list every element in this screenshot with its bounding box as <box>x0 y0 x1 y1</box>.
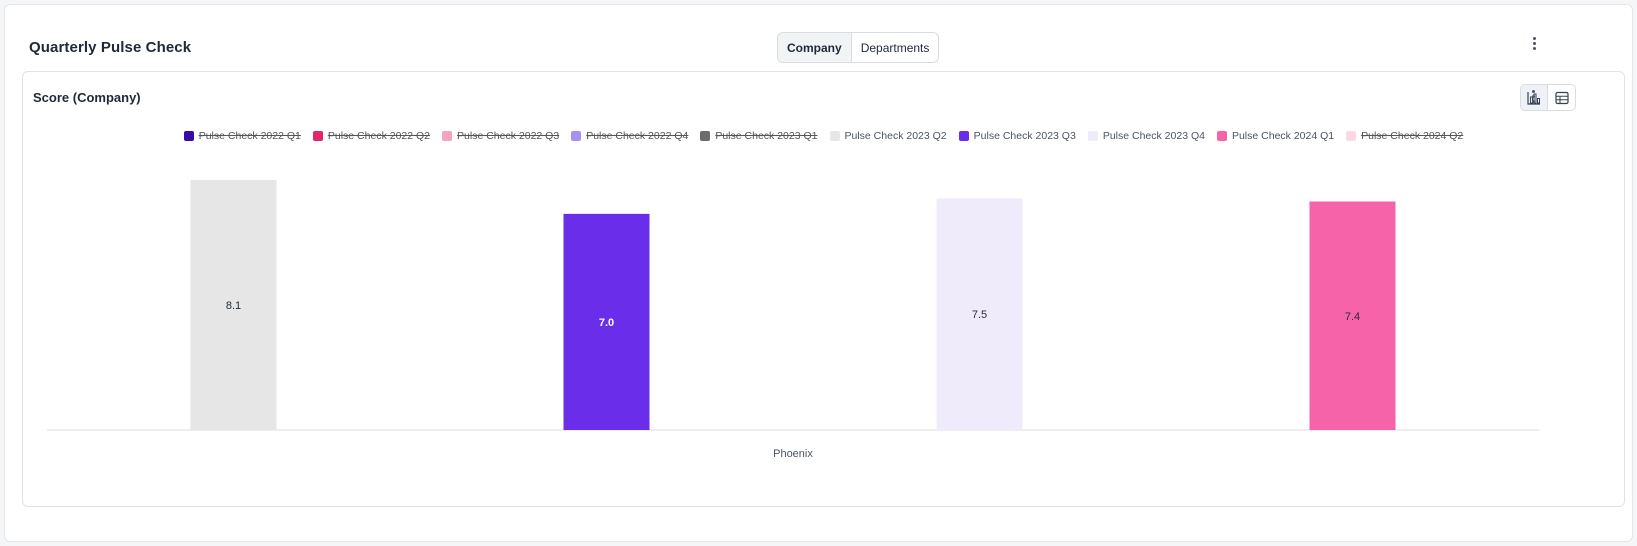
table-view-button[interactable] <box>1548 85 1575 110</box>
legend-label: Pulse Check 2022 Q1 <box>198 130 301 142</box>
tab-company[interactable]: Company <box>778 33 852 62</box>
legend-item[interactable]: Pulse Check 2023 Q3 <box>958 130 1076 142</box>
x-tick-label: Phoenix <box>773 448 813 460</box>
bar-value-label: 7.5 <box>972 309 987 321</box>
legend-label: Pulse Check 2022 Q4 <box>586 130 689 142</box>
legend-label: Pulse Check 2023 Q1 <box>715 130 818 142</box>
bar-value-label: 7.4 <box>1345 311 1360 323</box>
legend-swatch <box>312 131 323 141</box>
legend-item[interactable]: Pulse Check 2024 Q1 <box>1216 130 1335 142</box>
chart-title: Score (Company) <box>33 90 141 105</box>
legend-label: Pulse Check 2023 Q2 <box>844 130 947 142</box>
bar[interactable] <box>936 198 1023 430</box>
chart-panel: Score (Company) <box>22 71 1625 507</box>
bar[interactable] <box>563 213 650 430</box>
legend-swatch <box>442 131 453 141</box>
table-icon <box>1554 91 1569 104</box>
bar[interactable] <box>190 179 277 430</box>
legend-swatch <box>1346 131 1357 141</box>
legend-label: Pulse Check 2023 Q3 <box>973 130 1076 142</box>
page-title: Quarterly Pulse Check <box>29 39 192 56</box>
legend-label: Pulse Check 2023 Q4 <box>1102 130 1205 142</box>
legend-item[interactable]: Pulse Check 2024 Q2 <box>1346 130 1463 142</box>
scope-toggle: Company Departments <box>777 32 940 63</box>
bar-chart-view-button[interactable] <box>1521 85 1548 110</box>
pulse-check-card: Quarterly Pulse Check Company Department… <box>4 4 1633 542</box>
legend-item[interactable]: Pulse Check 2022 Q1 <box>183 130 301 142</box>
legend-swatch <box>829 131 840 141</box>
legend-label: Pulse Check 2024 Q2 <box>1361 130 1464 142</box>
legend-swatch <box>1216 131 1227 141</box>
legend-swatch <box>571 131 582 141</box>
legend-swatch <box>958 131 969 141</box>
legend-item[interactable]: Pulse Check 2022 Q2 <box>312 130 431 142</box>
bar-value-label: 8.1 <box>226 300 241 312</box>
legend-item[interactable]: Pulse Check 2023 Q4 <box>1087 130 1205 142</box>
legend-item[interactable]: Pulse Check 2023 Q1 <box>700 130 818 142</box>
card-more-icon[interactable] <box>1526 33 1542 53</box>
chart-more-icon[interactable] <box>1525 86 1541 106</box>
legend-item[interactable]: Pulse Check 2022 Q4 <box>571 130 688 142</box>
bar-chart: 8.1 7.0 7.5 7.4 Phoenix <box>47 179 1539 460</box>
legend-item[interactable]: Pulse Check 2022 Q3 <box>442 130 559 142</box>
chart-legend: Pulse Check 2022 Q1 Pulse Check 2022 Q2 Pu… <box>23 130 1624 142</box>
legend-label: Pulse Check 2022 Q2 <box>327 130 431 142</box>
legend-swatch <box>1087 131 1098 141</box>
tab-departments[interactable]: Departments <box>860 40 930 55</box>
legend-label: Pulse Check 2024 Q1 <box>1231 130 1335 142</box>
legend-swatch <box>183 131 194 141</box>
legend-item[interactable]: Pulse Check 2023 Q2 <box>829 130 947 142</box>
legend-label: Pulse Check 2022 Q3 <box>457 130 560 142</box>
bar[interactable] <box>1309 201 1396 430</box>
bar-value-label: 7.0 <box>599 317 614 329</box>
view-toggle <box>1520 84 1576 111</box>
legend-swatch <box>700 131 711 141</box>
